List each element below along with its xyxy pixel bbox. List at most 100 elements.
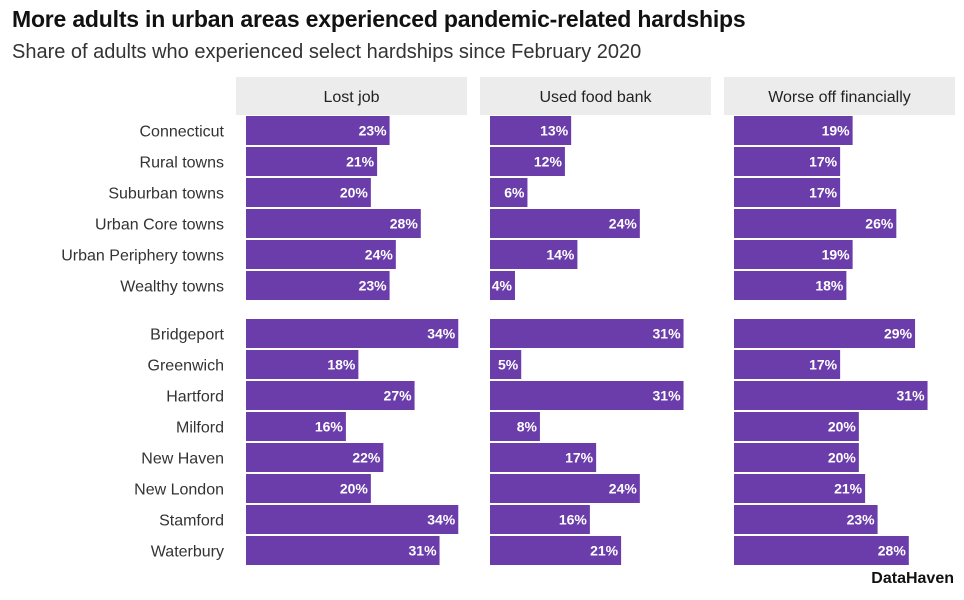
bar-label-lost-job-connecticut: 23% [359,123,388,139]
row-label-hartford: Hartford [166,389,224,406]
bar-worse-off-financially-urban-core-towns [734,209,897,238]
bar-label-used-food-bank-suburban-towns: 6% [504,185,525,201]
bar-label-used-food-bank-new-haven: 17% [565,450,594,466]
bar-label-used-food-bank-waterbury: 21% [590,543,619,559]
row-label-stamford: Stamford [159,513,224,530]
bar-lost-job-greenwich [246,350,359,379]
bar-lost-job-milford [246,412,346,441]
bar-worse-off-financially-hartford [734,381,928,410]
bar-used-food-bank-milford [490,412,540,441]
bar-worse-off-financially-wealthy-towns [734,271,847,300]
bar-worse-off-financially-connecticut [734,116,853,145]
row-label-wealthy-towns: Wealthy towns [120,279,224,296]
bar-lost-job-bridgeport [246,319,459,348]
bar-label-lost-job-waterbury: 31% [409,543,438,559]
bar-label-used-food-bank-urban-periphery-towns: 14% [546,247,575,263]
bar-worse-off-financially-stamford [734,505,878,534]
bar-used-food-bank-greenwich [490,350,522,379]
bar-label-lost-job-new-haven: 22% [352,450,381,466]
bar-label-worse-off-financially-urban-core-towns: 26% [865,216,894,232]
bar-label-worse-off-financially-connecticut: 19% [822,123,851,139]
row-label-rural-towns: Rural towns [140,155,224,172]
source-credit: DataHaven [871,570,954,587]
bar-label-used-food-bank-stamford: 16% [559,512,588,528]
facet-header-worse-off-financially [724,77,955,115]
bar-label-worse-off-financially-bridgeport: 29% [884,326,913,342]
bar-label-used-food-bank-rural-towns: 12% [534,154,563,170]
chart-subtitle: Share of adults who experienced select h… [12,41,642,63]
bar-label-worse-off-financially-greenwich: 17% [809,357,838,373]
bar-label-worse-off-financially-rural-towns: 17% [809,154,838,170]
bar-worse-off-financially-waterbury [734,536,909,565]
bar-lost-job-new-haven [246,443,384,472]
row-label-urban-periphery-towns: Urban Periphery towns [61,248,224,265]
bar-label-lost-job-suburban-towns: 20% [340,185,369,201]
bar-label-used-food-bank-wealthy-towns: 4% [492,278,513,294]
bar-label-used-food-bank-urban-core-towns: 24% [609,216,638,232]
bar-worse-off-financially-milford [734,412,859,441]
bar-worse-off-financially-bridgeport [734,319,916,348]
bar-label-worse-off-financially-urban-periphery-towns: 19% [822,247,851,263]
bar-label-worse-off-financially-stamford: 23% [847,512,876,528]
bar-label-used-food-bank-connecticut: 13% [540,123,569,139]
row-label-new-haven: New Haven [141,451,224,468]
bar-label-worse-off-financially-new-london: 21% [834,481,863,497]
bar-label-lost-job-bridgeport: 34% [427,326,456,342]
bar-lost-job-hartford [246,381,415,410]
bar-lost-job-connecticut [246,116,390,145]
bar-worse-off-financially-suburban-towns [734,178,841,207]
bar-label-used-food-bank-bridgeport: 31% [653,326,682,342]
bar-lost-job-urban-periphery-towns [246,240,396,269]
row-label-suburban-towns: Suburban towns [108,186,224,203]
bar-label-used-food-bank-milford: 8% [517,419,538,435]
row-label-urban-core-towns: Urban Core towns [95,217,224,234]
bar-label-lost-job-stamford: 34% [427,512,456,528]
bar-lost-job-wealthy-towns [246,271,390,300]
row-label-bridgeport: Bridgeport [150,327,224,344]
bar-used-food-bank-suburban-towns [490,178,528,207]
bar-used-food-bank-urban-core-towns [490,209,640,238]
bar-lost-job-suburban-towns [246,178,371,207]
bar-worse-off-financially-urban-periphery-towns [734,240,853,269]
chart-title: More adults in urban areas experienced p… [12,6,746,32]
row-label-waterbury: Waterbury [151,544,224,561]
bar-label-lost-job-urban-periphery-towns: 24% [365,247,394,263]
bar-label-lost-job-hartford: 27% [384,388,413,404]
bar-used-food-bank-rural-towns [490,147,565,176]
bar-lost-job-waterbury [246,536,440,565]
row-label-new-london: New London [134,482,224,499]
bar-lost-job-rural-towns [246,147,378,176]
facet-header-used-food-bank [480,77,711,115]
bar-used-food-bank-new-london [490,474,640,503]
bar-label-lost-job-wealthy-towns: 23% [359,278,388,294]
facet-label-worse-off-financially: Worse off financially [768,89,911,106]
facet-label-used-food-bank: Used food bank [539,89,652,106]
bar-used-food-bank-waterbury [490,536,622,565]
bar-worse-off-financially-greenwich [734,350,841,379]
row-label-milford: Milford [176,420,224,437]
bar-label-worse-off-financially-hartford: 31% [897,388,926,404]
row-label-greenwich: Greenwich [148,358,224,375]
bar-label-lost-job-rural-towns: 21% [346,154,375,170]
bar-used-food-bank-wealthy-towns [490,271,515,300]
bar-used-food-bank-connecticut [490,116,572,145]
bar-used-food-bank-urban-periphery-towns [490,240,578,269]
bar-label-lost-job-milford: 16% [315,419,344,435]
bar-label-worse-off-financially-wealthy-towns: 18% [815,278,844,294]
bar-label-used-food-bank-new-london: 24% [609,481,638,497]
bar-used-food-bank-new-haven [490,443,597,472]
bar-used-food-bank-bridgeport [490,319,684,348]
facet-header-lost-job [236,77,467,115]
bar-used-food-bank-stamford [490,505,590,534]
bar-label-worse-off-financially-suburban-towns: 17% [809,185,838,201]
bar-lost-job-new-london [246,474,371,503]
bar-label-lost-job-greenwich: 18% [327,357,356,373]
row-label-connecticut: Connecticut [140,124,225,141]
bar-worse-off-financially-rural-towns [734,147,841,176]
bar-label-used-food-bank-hartford: 31% [653,388,682,404]
bar-lost-job-urban-core-towns [246,209,421,238]
bar-worse-off-financially-new-london [734,474,866,503]
bar-worse-off-financially-new-haven [734,443,859,472]
bar-label-lost-job-new-london: 20% [340,481,369,497]
